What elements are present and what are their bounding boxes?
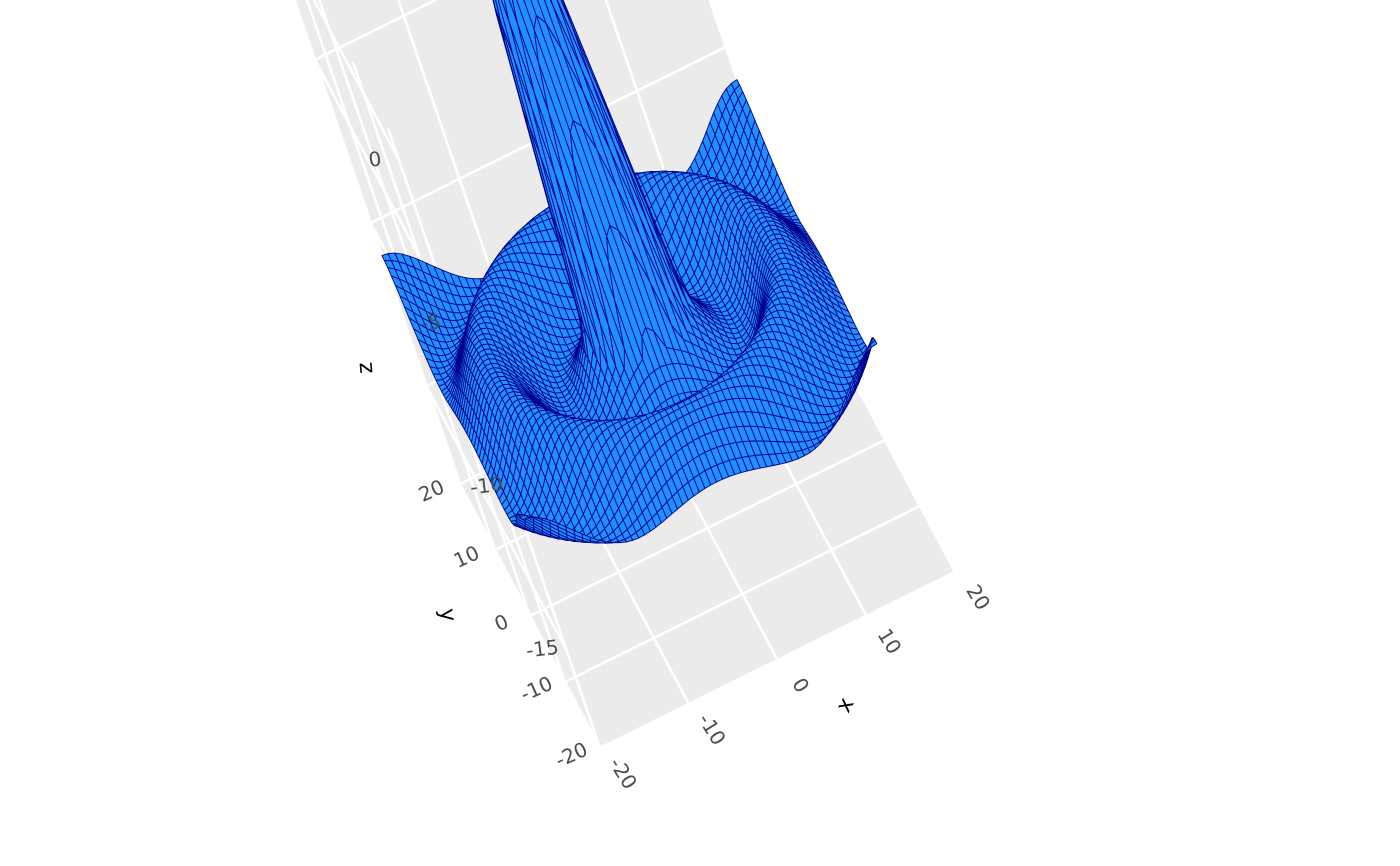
y-tick-label: -10 xyxy=(517,671,557,706)
x-tick-label: 10 xyxy=(873,624,907,658)
surface-facet xyxy=(492,0,497,15)
z-tick-label: -15 xyxy=(525,635,560,663)
z-tick-label: -5 xyxy=(419,309,442,335)
y-tick-label: 0 xyxy=(491,609,512,636)
surface-facet xyxy=(869,339,878,348)
z-tick-label: -10 xyxy=(469,472,504,500)
y-tick-label: -20 xyxy=(552,737,592,772)
y-tick-label: 10 xyxy=(450,540,483,572)
gridline-floor-y xyxy=(529,438,886,618)
gridline-wall-z-x xyxy=(312,0,401,162)
x-tick-label: 0 xyxy=(787,673,814,697)
z-tick-label: 0 xyxy=(367,146,383,171)
y-tick-label: 20 xyxy=(415,474,448,506)
x-tick-label: -10 xyxy=(693,709,731,749)
surface-facet xyxy=(492,0,502,24)
surface-facet xyxy=(495,0,515,58)
gridline-wall-z-x xyxy=(425,385,568,651)
gridline-floor-y xyxy=(564,504,921,684)
z-axis-title: z xyxy=(353,361,379,375)
y-axis-title: y xyxy=(434,607,460,623)
gridline-wall-z-y xyxy=(314,0,439,61)
x-tick-label: 20 xyxy=(961,580,995,614)
surface-facet xyxy=(500,0,510,23)
surface-mesh xyxy=(381,0,878,544)
gridline-wall-y xyxy=(293,0,462,485)
x-tick-label: -20 xyxy=(604,753,642,793)
surface-facet xyxy=(508,0,518,24)
axis-titles: x y z xyxy=(353,361,860,717)
x-axis-title: x xyxy=(831,694,859,717)
gridline-floor-y xyxy=(599,570,956,750)
